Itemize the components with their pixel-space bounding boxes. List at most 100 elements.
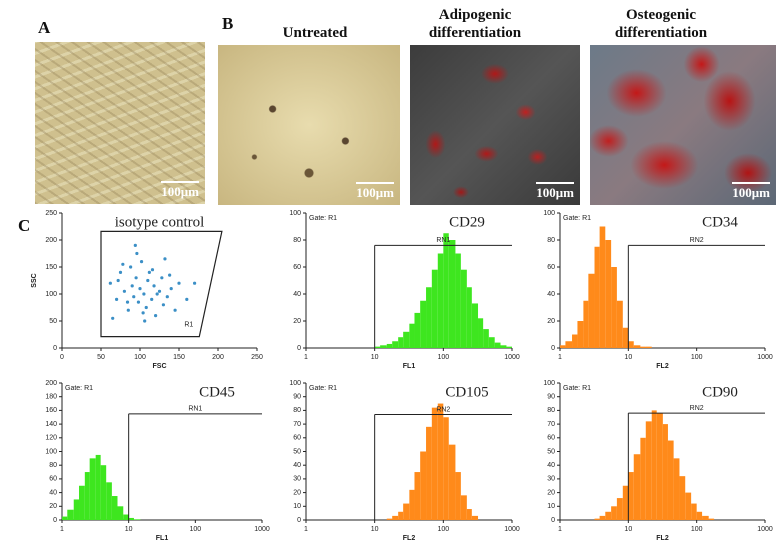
y-tick-label: 100 [45,448,57,455]
point [125,300,130,304]
x-axis-label: FL1 [156,535,169,542]
point [134,276,138,280]
y-tick-label: 90 [547,394,555,401]
bar [106,482,112,520]
x-axis-label: FL1 [403,363,416,370]
y-tick-label: 40 [547,291,555,298]
point [146,278,150,283]
y-tick-label: 90 [293,394,301,401]
panel-label: B [222,14,234,33]
marker-label: RN1 [188,406,202,413]
x-tick-label: 1 [60,526,64,533]
bar [645,421,652,520]
bar [414,312,421,348]
bar [426,287,432,348]
bar [431,407,438,520]
bar [466,509,472,520]
bar [506,346,512,348]
bar [622,485,629,520]
plot-title: isotype control [115,214,205,230]
y-tick-label: 40 [293,291,301,298]
point [154,314,158,318]
bar [599,515,606,520]
point [165,295,169,299]
gate-text: Gate: R1 [563,385,591,392]
y-tick-label: 20 [293,318,301,325]
point [132,295,136,299]
x-axis-label: FL2 [656,363,669,370]
bar [656,413,663,520]
bar [483,329,489,348]
micrograph: 100μm [35,42,205,204]
bar [409,323,415,348]
point [147,270,151,274]
y-tick-label: 120 [45,435,57,442]
bar [611,506,617,520]
bar [62,516,68,520]
point [126,308,130,312]
marker-label: RN1 [436,237,450,244]
gate-text: Gate: R1 [65,385,93,392]
x-tick-label: 1 [304,354,308,361]
bar [645,346,652,348]
point [130,284,134,288]
y-tick-label: 160 [45,407,57,414]
gate-label: R1 [184,322,193,329]
scale-bar: 100μm [732,182,770,201]
y-tick-label: 80 [293,407,301,414]
marker-label: RN2 [690,405,704,412]
y-tick-label: 10 [293,503,301,510]
bar [392,341,399,348]
y-tick-label: 0 [53,345,57,352]
x-tick-label: 1000 [254,526,270,533]
bar [95,454,101,520]
point [160,276,164,280]
x-tick-label: 250 [251,354,263,361]
y-tick-label: 80 [547,407,555,414]
y-tick-label: 40 [293,462,301,469]
x-tick-label: 100 [691,354,703,361]
y-tick-label: 80 [293,237,301,244]
x-tick-label: 100 [691,526,703,533]
point [193,281,197,285]
point [185,297,189,301]
x-tick-label: 100 [437,354,449,361]
bar [685,492,692,520]
point [142,292,146,296]
bar [651,410,657,520]
bar [386,343,393,348]
y-tick-label: 20 [293,489,301,496]
bar [431,269,438,348]
gate-text: Gate: R1 [563,215,591,222]
bar [398,337,404,348]
point [138,287,142,291]
x-tick-label: 10 [125,526,133,533]
bar [455,253,461,348]
y-tick-label: 60 [547,435,555,442]
point [163,257,167,261]
x-axis-label: FL2 [656,535,669,542]
micrograph: 100μm [410,45,580,205]
bar [478,318,484,348]
bar [640,437,646,520]
bar [572,334,578,348]
bar [588,273,595,348]
title-line: Osteogenic [626,7,696,23]
bar [679,476,686,520]
bar [443,417,449,520]
bar [448,444,456,520]
bar [622,327,629,348]
bar [611,267,617,348]
bar [128,517,134,520]
y-tick-label: 50 [547,448,555,455]
bar [628,472,634,520]
bar [448,240,456,348]
point [122,289,126,293]
scale-bar: 100μm [536,182,574,201]
x-axis-label: FSC [153,363,167,370]
x-tick-label: 1000 [757,526,773,533]
scale-bar: 100μm [161,181,199,200]
bar [696,511,703,520]
image-title: Osteogenic differentiation [586,6,736,42]
image-title: Untreated [250,24,380,42]
